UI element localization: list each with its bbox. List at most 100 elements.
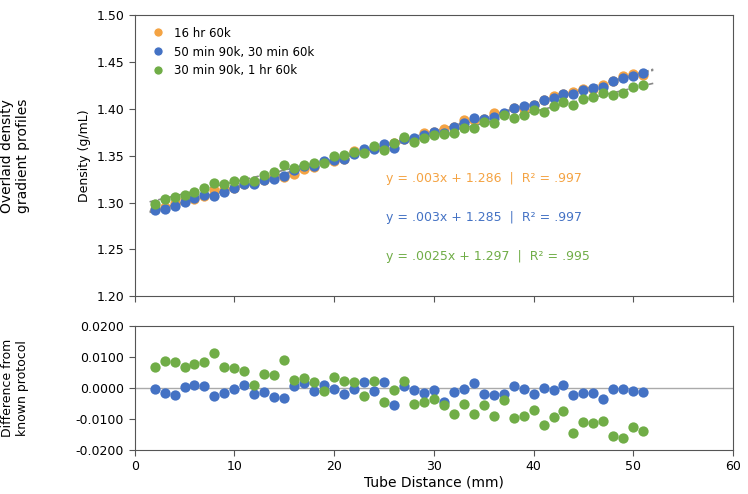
Text: y = .003x + 1.285  |  R² = .997: y = .003x + 1.285 | R² = .997 bbox=[386, 211, 582, 224]
Point bbox=[438, 401, 450, 409]
Point bbox=[248, 180, 260, 188]
Point bbox=[518, 412, 530, 420]
Point bbox=[388, 402, 400, 410]
Point bbox=[338, 377, 350, 385]
Point bbox=[198, 193, 210, 201]
Point bbox=[159, 389, 171, 397]
Point bbox=[348, 147, 360, 155]
Point bbox=[239, 180, 251, 188]
Point bbox=[318, 381, 330, 389]
Point bbox=[607, 385, 619, 393]
Point bbox=[488, 412, 500, 419]
Point bbox=[318, 158, 330, 165]
Point bbox=[428, 128, 440, 136]
Point bbox=[557, 381, 569, 389]
Point bbox=[378, 144, 390, 152]
Point bbox=[149, 206, 161, 214]
Point bbox=[408, 134, 420, 142]
Point bbox=[179, 195, 191, 203]
Point bbox=[398, 133, 410, 141]
Point bbox=[209, 349, 221, 357]
Point bbox=[168, 200, 180, 207]
Point bbox=[288, 376, 300, 384]
Point bbox=[458, 400, 470, 408]
Point bbox=[587, 84, 599, 92]
Point bbox=[428, 386, 440, 394]
Point bbox=[598, 83, 610, 91]
Point bbox=[248, 381, 260, 389]
Point bbox=[468, 410, 479, 417]
Point bbox=[448, 129, 460, 137]
Point bbox=[448, 123, 460, 130]
Point bbox=[348, 378, 360, 386]
Point bbox=[338, 391, 350, 399]
Point bbox=[258, 171, 270, 179]
Point bbox=[478, 115, 490, 123]
Point bbox=[258, 388, 270, 396]
Point bbox=[388, 144, 400, 152]
Point bbox=[318, 159, 330, 167]
Point bbox=[239, 368, 251, 375]
Point bbox=[318, 387, 330, 395]
Point bbox=[637, 388, 649, 396]
Text: y = .003x + 1.286  |  R² = .997: y = .003x + 1.286 | R² = .997 bbox=[386, 171, 582, 185]
Point bbox=[298, 374, 310, 382]
Point bbox=[548, 92, 560, 100]
Point bbox=[168, 358, 180, 366]
Point bbox=[239, 381, 251, 389]
Point bbox=[269, 172, 280, 180]
Point bbox=[538, 96, 550, 104]
Point bbox=[527, 101, 539, 109]
Point bbox=[458, 385, 470, 393]
Point bbox=[218, 363, 230, 370]
Point bbox=[398, 135, 410, 143]
Point bbox=[239, 180, 251, 188]
Point bbox=[508, 114, 520, 122]
Point bbox=[248, 179, 260, 187]
Point bbox=[508, 382, 520, 390]
Point bbox=[408, 135, 420, 143]
Point bbox=[278, 161, 290, 169]
Point bbox=[438, 398, 450, 406]
Point bbox=[288, 382, 300, 390]
Point bbox=[248, 177, 260, 185]
Point bbox=[538, 384, 550, 392]
Point bbox=[568, 429, 580, 437]
Point bbox=[298, 379, 310, 387]
Point bbox=[228, 177, 240, 185]
Point bbox=[338, 151, 350, 159]
Point bbox=[418, 134, 430, 142]
Point bbox=[527, 106, 539, 114]
Point bbox=[577, 389, 589, 397]
Point bbox=[538, 108, 550, 116]
Point bbox=[568, 391, 580, 399]
Point bbox=[209, 179, 221, 187]
Point bbox=[368, 144, 380, 152]
Point bbox=[497, 109, 509, 117]
Point bbox=[388, 139, 400, 147]
Point bbox=[328, 373, 340, 381]
Point bbox=[628, 72, 640, 80]
Point bbox=[448, 410, 460, 418]
Point bbox=[298, 161, 310, 169]
Point bbox=[388, 139, 400, 147]
Point bbox=[568, 88, 580, 96]
Point bbox=[587, 93, 599, 101]
Point bbox=[497, 110, 509, 118]
Point bbox=[478, 390, 490, 398]
Point bbox=[209, 192, 221, 200]
Point bbox=[458, 124, 470, 132]
Point bbox=[398, 377, 410, 385]
Point bbox=[228, 364, 240, 371]
Point bbox=[568, 90, 580, 98]
Point bbox=[188, 188, 200, 196]
Point bbox=[418, 389, 430, 397]
Point bbox=[179, 363, 191, 371]
Point bbox=[149, 363, 161, 370]
Point bbox=[218, 185, 230, 193]
Point bbox=[628, 70, 640, 78]
Point bbox=[468, 115, 479, 123]
Point bbox=[557, 90, 569, 98]
Point bbox=[557, 408, 569, 415]
Point bbox=[497, 397, 509, 405]
